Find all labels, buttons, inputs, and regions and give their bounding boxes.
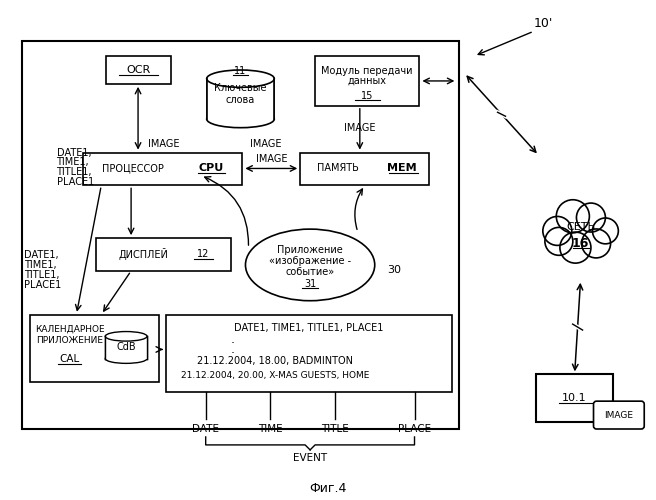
Text: СЕТЬ: СЕТЬ xyxy=(566,222,595,232)
FancyBboxPatch shape xyxy=(594,401,644,429)
Text: КАЛЕНДАРНОЕ: КАЛЕНДАРНОЕ xyxy=(35,325,104,334)
Text: DATE1,: DATE1, xyxy=(56,148,91,158)
Bar xyxy=(166,314,452,392)
Text: ПРИЛОЖЕНИЕ: ПРИЛОЖЕНИЕ xyxy=(36,336,103,345)
Circle shape xyxy=(543,216,572,246)
Ellipse shape xyxy=(245,229,375,300)
Bar xyxy=(30,314,159,382)
Text: PLACE1: PLACE1 xyxy=(56,178,94,188)
Circle shape xyxy=(582,229,611,258)
Text: IMAGE: IMAGE xyxy=(344,122,376,132)
Ellipse shape xyxy=(207,70,274,87)
Text: Модуль передачи: Модуль передачи xyxy=(321,66,413,76)
Text: .: . xyxy=(230,343,239,356)
Text: PLACE: PLACE xyxy=(398,424,431,434)
Text: 10': 10' xyxy=(534,17,554,30)
Text: Фиг.4: Фиг.4 xyxy=(310,482,346,495)
Ellipse shape xyxy=(542,210,619,260)
Text: IMAGE: IMAGE xyxy=(249,138,281,148)
Text: IMAGE: IMAGE xyxy=(256,154,287,164)
Circle shape xyxy=(592,218,619,244)
Text: TIME1,: TIME1, xyxy=(56,158,89,168)
Bar xyxy=(207,78,274,119)
Text: IMAGE: IMAGE xyxy=(604,410,633,420)
Bar xyxy=(315,56,419,106)
Text: TITLE1,: TITLE1, xyxy=(24,270,59,280)
Text: TITLE: TITLE xyxy=(321,424,349,434)
FancyArrowPatch shape xyxy=(355,189,362,230)
Text: Приложение: Приложение xyxy=(277,245,343,255)
Bar xyxy=(83,152,243,186)
Text: DATE: DATE xyxy=(192,424,219,434)
Text: 21.12.2004, 18.00, BADMINTON: 21.12.2004, 18.00, BADMINTON xyxy=(197,356,354,366)
Circle shape xyxy=(560,232,591,263)
Circle shape xyxy=(545,228,573,256)
Text: TIME: TIME xyxy=(258,424,283,434)
Text: данных: данных xyxy=(347,76,386,86)
Text: Ключевые
слова: Ключевые слова xyxy=(215,83,267,104)
Text: «изображение -: «изображение - xyxy=(269,256,351,266)
Ellipse shape xyxy=(105,332,147,341)
Text: 12: 12 xyxy=(197,249,209,259)
Text: ДИСПЛЕЙ: ДИСПЛЕЙ xyxy=(118,248,168,260)
Circle shape xyxy=(556,200,589,233)
Text: 31: 31 xyxy=(304,279,316,289)
Bar xyxy=(536,374,613,422)
Text: CdB: CdB xyxy=(116,342,136,352)
Text: ПАМЯТЬ: ПАМЯТЬ xyxy=(317,164,359,173)
Text: 16: 16 xyxy=(572,236,589,250)
Text: IMAGE: IMAGE xyxy=(148,138,180,148)
Text: CPU: CPU xyxy=(198,164,223,173)
Text: DATE1, TIME1, TITLE1, PLACE1: DATE1, TIME1, TITLE1, PLACE1 xyxy=(234,322,384,332)
Text: OCR: OCR xyxy=(126,65,150,75)
Text: 30: 30 xyxy=(388,265,401,275)
Bar xyxy=(22,41,459,429)
Text: PLACE1: PLACE1 xyxy=(24,280,61,290)
Circle shape xyxy=(577,203,605,232)
Text: TIME1,: TIME1, xyxy=(24,260,56,270)
Text: событие»: событие» xyxy=(285,267,335,277)
Text: CAL: CAL xyxy=(59,354,79,364)
Text: 11: 11 xyxy=(234,66,247,76)
Text: .: . xyxy=(230,333,239,346)
Bar xyxy=(96,238,230,271)
Text: TITLE1,: TITLE1, xyxy=(56,168,92,177)
Text: ПРОЦЕССОР: ПРОЦЕССОР xyxy=(102,164,164,173)
Ellipse shape xyxy=(207,110,274,128)
FancyArrowPatch shape xyxy=(205,176,249,245)
Text: 21.12.2004, 20.00, X-MAS GUESTS, HOME: 21.12.2004, 20.00, X-MAS GUESTS, HOME xyxy=(181,371,369,380)
Text: DATE1,: DATE1, xyxy=(24,250,58,260)
Bar xyxy=(105,336,147,358)
Text: MEM: MEM xyxy=(387,164,417,173)
Text: 10.1: 10.1 xyxy=(562,393,587,403)
Bar xyxy=(106,56,171,84)
Text: EVENT: EVENT xyxy=(293,453,327,463)
Ellipse shape xyxy=(105,354,147,364)
Bar xyxy=(300,152,430,186)
Text: 15: 15 xyxy=(361,91,373,101)
